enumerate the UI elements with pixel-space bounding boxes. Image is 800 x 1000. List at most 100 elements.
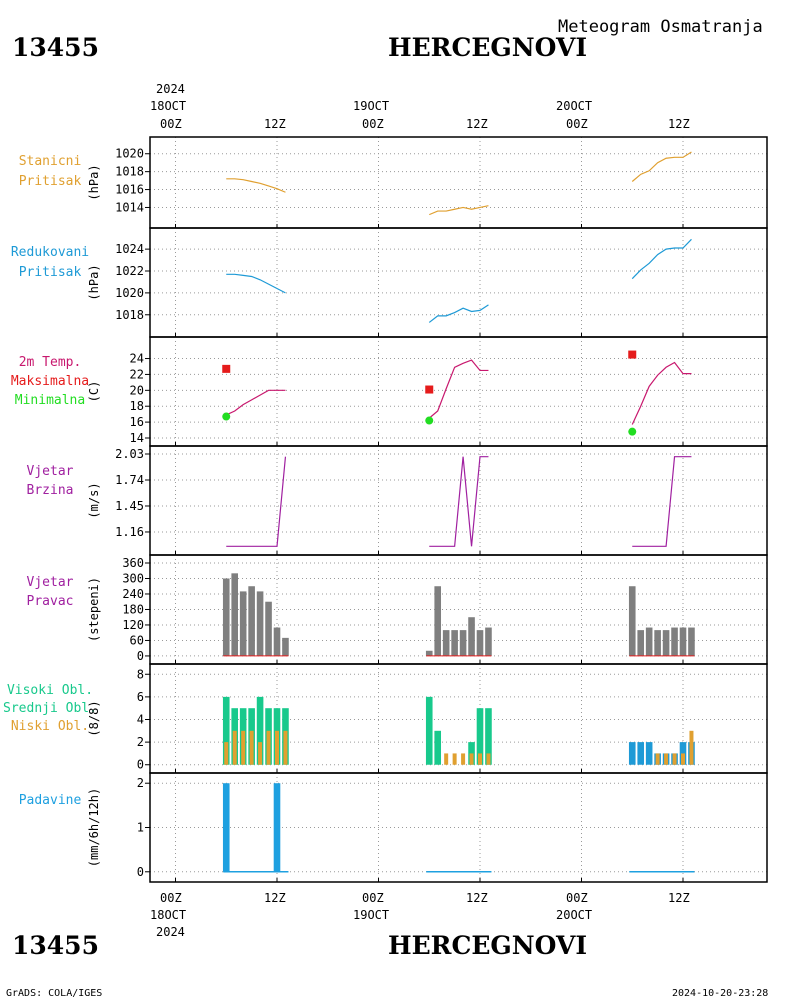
high-cloud-bar [256, 696, 264, 765]
direction-bar [256, 591, 264, 656]
date-label-bottom-0: 18OCT [150, 908, 186, 922]
high-cloud-bar [476, 708, 484, 765]
y-tick-label: 1024 [115, 242, 144, 256]
low-cloud-bar [275, 730, 279, 765]
direction-bar [434, 586, 442, 656]
hour-label-bottom-0: 00Z [160, 891, 182, 905]
panel-label-line: Pravac [27, 594, 74, 609]
panel-frame [149, 772, 768, 883]
panel-label-line: Brzina [27, 483, 74, 498]
low-cloud-bar [478, 753, 482, 765]
year-label-bottom: 2024 [156, 925, 185, 939]
series-line [631, 151, 692, 182]
direction-bar [248, 586, 255, 656]
low-cloud-bar [258, 742, 263, 765]
y-tick-label: 0 [137, 865, 144, 879]
panel-station_pressure: 1014 1016 1018 1020 Stanicni Pritisak (hPa) [19, 136, 768, 229]
series-line [631, 238, 692, 280]
y-tick-label: 1.16 [115, 525, 144, 539]
y-tick-label: 1 [137, 821, 144, 835]
y-tick-label: 14 [130, 431, 144, 445]
direction-bar [273, 627, 281, 656]
tmin-marker [222, 412, 231, 421]
panel-frame [149, 227, 768, 338]
y-tick-label: 1.74 [115, 473, 144, 487]
y-tick-label: 2 [137, 776, 144, 790]
y-tick-label: 1016 [115, 183, 144, 197]
hour-label-top-0: 00Z [160, 117, 182, 131]
direction-bar [282, 637, 289, 656]
low-cloud-bar [283, 730, 288, 765]
series-line [632, 456, 692, 547]
date-label-top-1: 19OCT [353, 99, 389, 113]
footer-source: GrADS: COLA/IGES [6, 988, 102, 999]
direction-bar [485, 627, 492, 656]
direction-bar [662, 630, 670, 656]
footer-timestamp: 2024-10-20-23:28 [672, 988, 768, 999]
tmax-marker [628, 350, 637, 359]
series-line [429, 456, 489, 547]
y-tick-label: 1.45 [115, 499, 144, 513]
y-tick-label: 120 [122, 618, 144, 632]
panel-label-line: Visoki Obl. [7, 683, 93, 698]
direction-bar [222, 578, 230, 656]
high-cloud-bar [485, 708, 492, 765]
y-tick-label: 0 [137, 649, 144, 663]
direction-bar [451, 630, 458, 656]
station-id-bottom: 13455 [12, 931, 99, 960]
mid-cloud-bar [679, 742, 687, 765]
panel-label-line: 2m Temp. [19, 355, 82, 370]
y-axis-label: (stepeni) [87, 577, 101, 642]
direction-bar [679, 627, 687, 656]
y-axis-label: (8/8) [87, 700, 101, 736]
high-cloud-bar [434, 730, 442, 765]
hour-label-bottom-3: 12Z [466, 891, 488, 905]
panel-label-line: Minimalna [15, 393, 85, 408]
high-cloud-bar [425, 696, 433, 765]
y-tick-label: 24 [130, 352, 144, 366]
low-cloud-bar [664, 753, 669, 765]
hour-label-top-2: 00Z [362, 117, 384, 131]
series-line [631, 361, 692, 425]
mid-cloud-bar [628, 742, 636, 765]
station-name-bottom: HERCEGNOVI [388, 931, 587, 960]
direction-bar [425, 650, 433, 656]
direction-bar [468, 617, 475, 656]
panel-precipitation: 0 1 2 Padavine (mm/6h/12h) [19, 772, 768, 883]
low-cloud-bar [461, 753, 466, 765]
y-tick-label: 2 [137, 735, 144, 749]
y-tick-label: 0 [137, 758, 144, 772]
y-tick-label: 240 [122, 587, 144, 601]
y-tick-label: 1018 [115, 308, 144, 322]
low-cloud-bar [672, 753, 677, 765]
low-cloud-bar [224, 742, 229, 765]
hour-label-bottom-1: 12Z [264, 891, 286, 905]
low-cloud-bar [469, 753, 474, 765]
panel-reduced_pressure: 1018 1020 1022 1024 Redukovani Pritisak (hPa) [11, 227, 768, 338]
series-line [429, 205, 489, 216]
station-name-top: HERCEGNOVI [388, 33, 587, 62]
panel-label-line: Srednji Obl. [3, 701, 97, 716]
mid-cloud-bar [645, 742, 653, 765]
low-cloud-bar [681, 753, 685, 765]
tmin-marker [628, 427, 637, 436]
low-cloud-bar [486, 753, 491, 765]
direction-bar [671, 627, 678, 656]
y-tick-label: 20 [130, 383, 144, 397]
y-tick-label: 60 [130, 633, 144, 647]
y-tick-label: 8 [137, 667, 144, 681]
y-tick-label: 1022 [115, 264, 144, 278]
series-line [226, 178, 286, 193]
low-cloud-bar [266, 730, 271, 765]
y-tick-label: 1020 [115, 147, 144, 161]
high-cloud-bar [468, 742, 475, 765]
panel-label-line: Pritisak [19, 265, 82, 280]
y-tick-label: 1018 [115, 165, 144, 179]
y-tick-label: 180 [122, 602, 144, 616]
tmin-marker [425, 416, 434, 425]
direction-bar [265, 601, 272, 656]
direction-bar [239, 591, 247, 656]
